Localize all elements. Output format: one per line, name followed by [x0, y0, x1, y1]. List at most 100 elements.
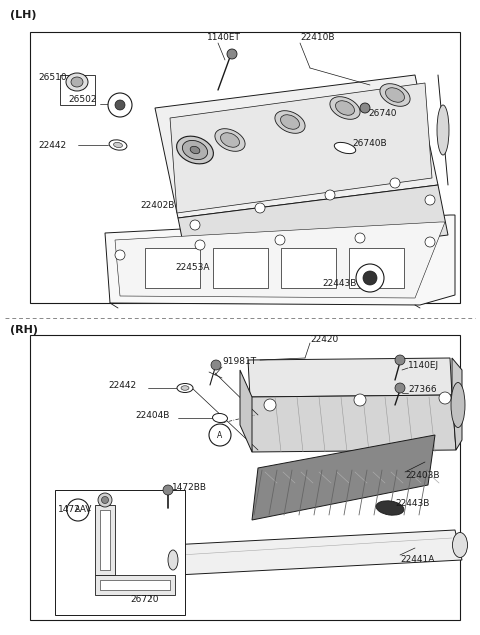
Circle shape — [363, 271, 377, 285]
Polygon shape — [30, 335, 460, 620]
Ellipse shape — [71, 77, 83, 87]
Ellipse shape — [168, 550, 178, 570]
Circle shape — [275, 235, 285, 245]
Text: 26740B: 26740B — [352, 138, 386, 147]
Ellipse shape — [453, 533, 468, 558]
Text: 1472BB: 1472BB — [172, 483, 207, 493]
Text: 22420: 22420 — [310, 335, 338, 345]
Text: A: A — [75, 505, 81, 514]
Polygon shape — [155, 75, 438, 218]
Circle shape — [439, 392, 451, 404]
Circle shape — [195, 240, 205, 250]
Ellipse shape — [66, 73, 88, 91]
Polygon shape — [248, 395, 456, 452]
Ellipse shape — [330, 97, 360, 119]
Circle shape — [395, 355, 405, 365]
Circle shape — [115, 100, 125, 110]
Ellipse shape — [182, 140, 207, 159]
Text: 22404B: 22404B — [135, 410, 169, 420]
Circle shape — [227, 49, 237, 59]
Polygon shape — [178, 185, 448, 268]
Ellipse shape — [380, 84, 410, 106]
Ellipse shape — [181, 385, 189, 391]
Polygon shape — [145, 248, 200, 288]
Ellipse shape — [177, 384, 193, 392]
Ellipse shape — [451, 382, 465, 427]
Ellipse shape — [213, 413, 228, 422]
Text: 26510: 26510 — [38, 74, 67, 83]
Circle shape — [163, 485, 173, 495]
Polygon shape — [105, 215, 455, 305]
Polygon shape — [95, 575, 175, 595]
Circle shape — [67, 499, 89, 521]
Text: 22442: 22442 — [108, 380, 136, 389]
Polygon shape — [115, 222, 445, 298]
Circle shape — [209, 424, 231, 446]
Ellipse shape — [220, 133, 240, 147]
Ellipse shape — [177, 136, 214, 164]
Circle shape — [425, 195, 435, 205]
Ellipse shape — [98, 493, 112, 507]
Polygon shape — [240, 370, 252, 452]
Text: 26720: 26720 — [130, 596, 158, 605]
Circle shape — [360, 103, 370, 113]
Text: 22442: 22442 — [38, 140, 66, 149]
Polygon shape — [281, 248, 336, 288]
Polygon shape — [252, 435, 435, 520]
Ellipse shape — [376, 501, 404, 515]
Ellipse shape — [437, 105, 449, 155]
Text: 26502: 26502 — [68, 95, 96, 105]
Text: 22443B: 22443B — [322, 279, 356, 288]
Text: 22410B: 22410B — [300, 34, 335, 43]
Polygon shape — [170, 530, 462, 575]
Text: 22403B: 22403B — [405, 471, 440, 479]
Polygon shape — [55, 490, 185, 615]
Ellipse shape — [336, 101, 354, 115]
Ellipse shape — [109, 140, 127, 150]
Text: 1140ET: 1140ET — [207, 34, 241, 43]
Polygon shape — [100, 580, 170, 590]
Text: 22441A: 22441A — [400, 556, 434, 565]
Polygon shape — [30, 32, 460, 303]
Circle shape — [355, 233, 365, 243]
Circle shape — [395, 383, 405, 393]
Text: (RH): (RH) — [10, 325, 38, 335]
Circle shape — [325, 190, 335, 200]
Text: 1140EJ: 1140EJ — [408, 361, 439, 370]
Ellipse shape — [334, 142, 356, 154]
Text: (LH): (LH) — [10, 10, 36, 20]
Circle shape — [354, 394, 366, 406]
Circle shape — [255, 203, 265, 213]
Polygon shape — [60, 75, 95, 105]
Circle shape — [425, 237, 435, 247]
Circle shape — [264, 399, 276, 411]
Ellipse shape — [114, 142, 122, 147]
Circle shape — [190, 220, 200, 230]
Ellipse shape — [190, 146, 200, 154]
Ellipse shape — [280, 115, 300, 130]
Polygon shape — [349, 248, 404, 288]
Circle shape — [356, 264, 384, 292]
Text: 26740: 26740 — [368, 109, 396, 117]
Circle shape — [108, 93, 132, 117]
Circle shape — [390, 178, 400, 188]
Circle shape — [115, 250, 125, 260]
Text: 91981T: 91981T — [222, 358, 256, 366]
Text: 22443B: 22443B — [395, 498, 430, 507]
Text: 22453A: 22453A — [175, 264, 209, 272]
Circle shape — [211, 360, 221, 370]
Polygon shape — [213, 248, 268, 288]
Ellipse shape — [385, 88, 405, 102]
Text: 22402B: 22402B — [140, 201, 174, 210]
Polygon shape — [170, 83, 432, 213]
Text: 1472AV: 1472AV — [58, 505, 92, 514]
Ellipse shape — [275, 110, 305, 133]
Ellipse shape — [101, 497, 108, 504]
Text: A: A — [217, 431, 223, 439]
Polygon shape — [248, 358, 452, 397]
Polygon shape — [100, 510, 110, 570]
Polygon shape — [95, 505, 115, 575]
Text: 27366: 27366 — [408, 385, 437, 394]
Ellipse shape — [215, 129, 245, 151]
Polygon shape — [452, 358, 462, 450]
